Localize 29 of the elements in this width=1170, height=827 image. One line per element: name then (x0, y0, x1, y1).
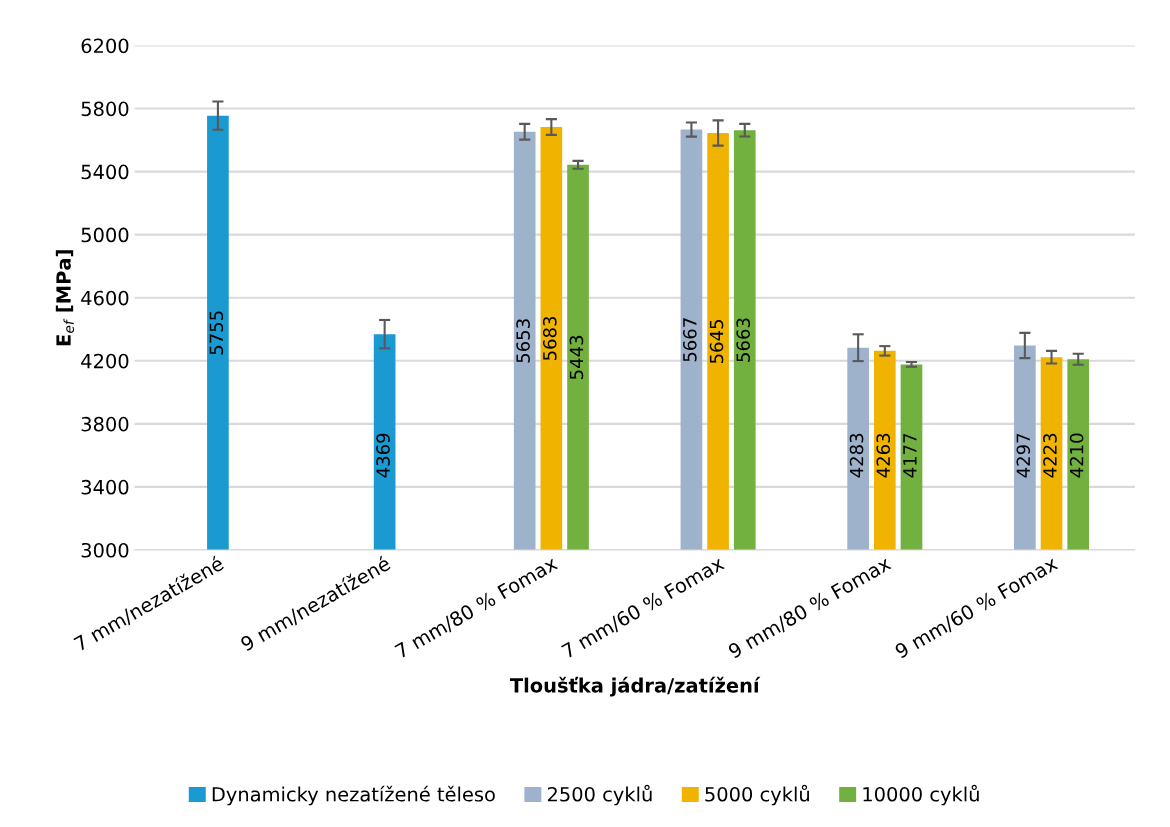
y-tick-label: 3000 (81, 542, 129, 558)
y-tick-label: 5400 (81, 164, 129, 180)
data-label: 4177 (903, 433, 917, 478)
data-label: 5663 (736, 318, 750, 362)
y-tick-label: 3400 (81, 479, 129, 495)
data-label: 5653 (516, 319, 530, 363)
data-label: 4369 (376, 433, 390, 478)
legend-label: Dynamicky nezatížené těleso (212, 785, 495, 806)
x-axis-title: Tloušťka jádra/zatížení (509, 676, 761, 697)
legend-label: 2500 cyklů (547, 784, 652, 806)
y-tick-label: 6200 (81, 38, 129, 54)
data-label: 4263 (876, 433, 891, 478)
data-label: 4297 (1016, 433, 1031, 478)
data-label: 4223 (1043, 433, 1057, 478)
data-label: 5443 (569, 335, 584, 379)
data-label: 4283 (849, 433, 864, 478)
y-tick-label: 4600 (81, 290, 129, 306)
y-axis-title: E$_{ef}$ [MPa] (55, 250, 74, 346)
y-tick-label: 3800 (81, 416, 129, 432)
data-label: 5755 (209, 311, 224, 355)
data-label: 5683 (542, 316, 557, 361)
legend-label: 10000 cyklů (863, 784, 979, 806)
data-label: 5667 (682, 318, 697, 362)
y-tick-label: 5000 (81, 227, 129, 243)
legend-label: 5000 cyklů (705, 784, 809, 806)
y-tick-label: 5800 (81, 101, 129, 117)
y-tick-label: 4200 (81, 353, 129, 369)
data-label: 5645 (709, 320, 724, 364)
data-label: 4210 (1069, 433, 1084, 478)
